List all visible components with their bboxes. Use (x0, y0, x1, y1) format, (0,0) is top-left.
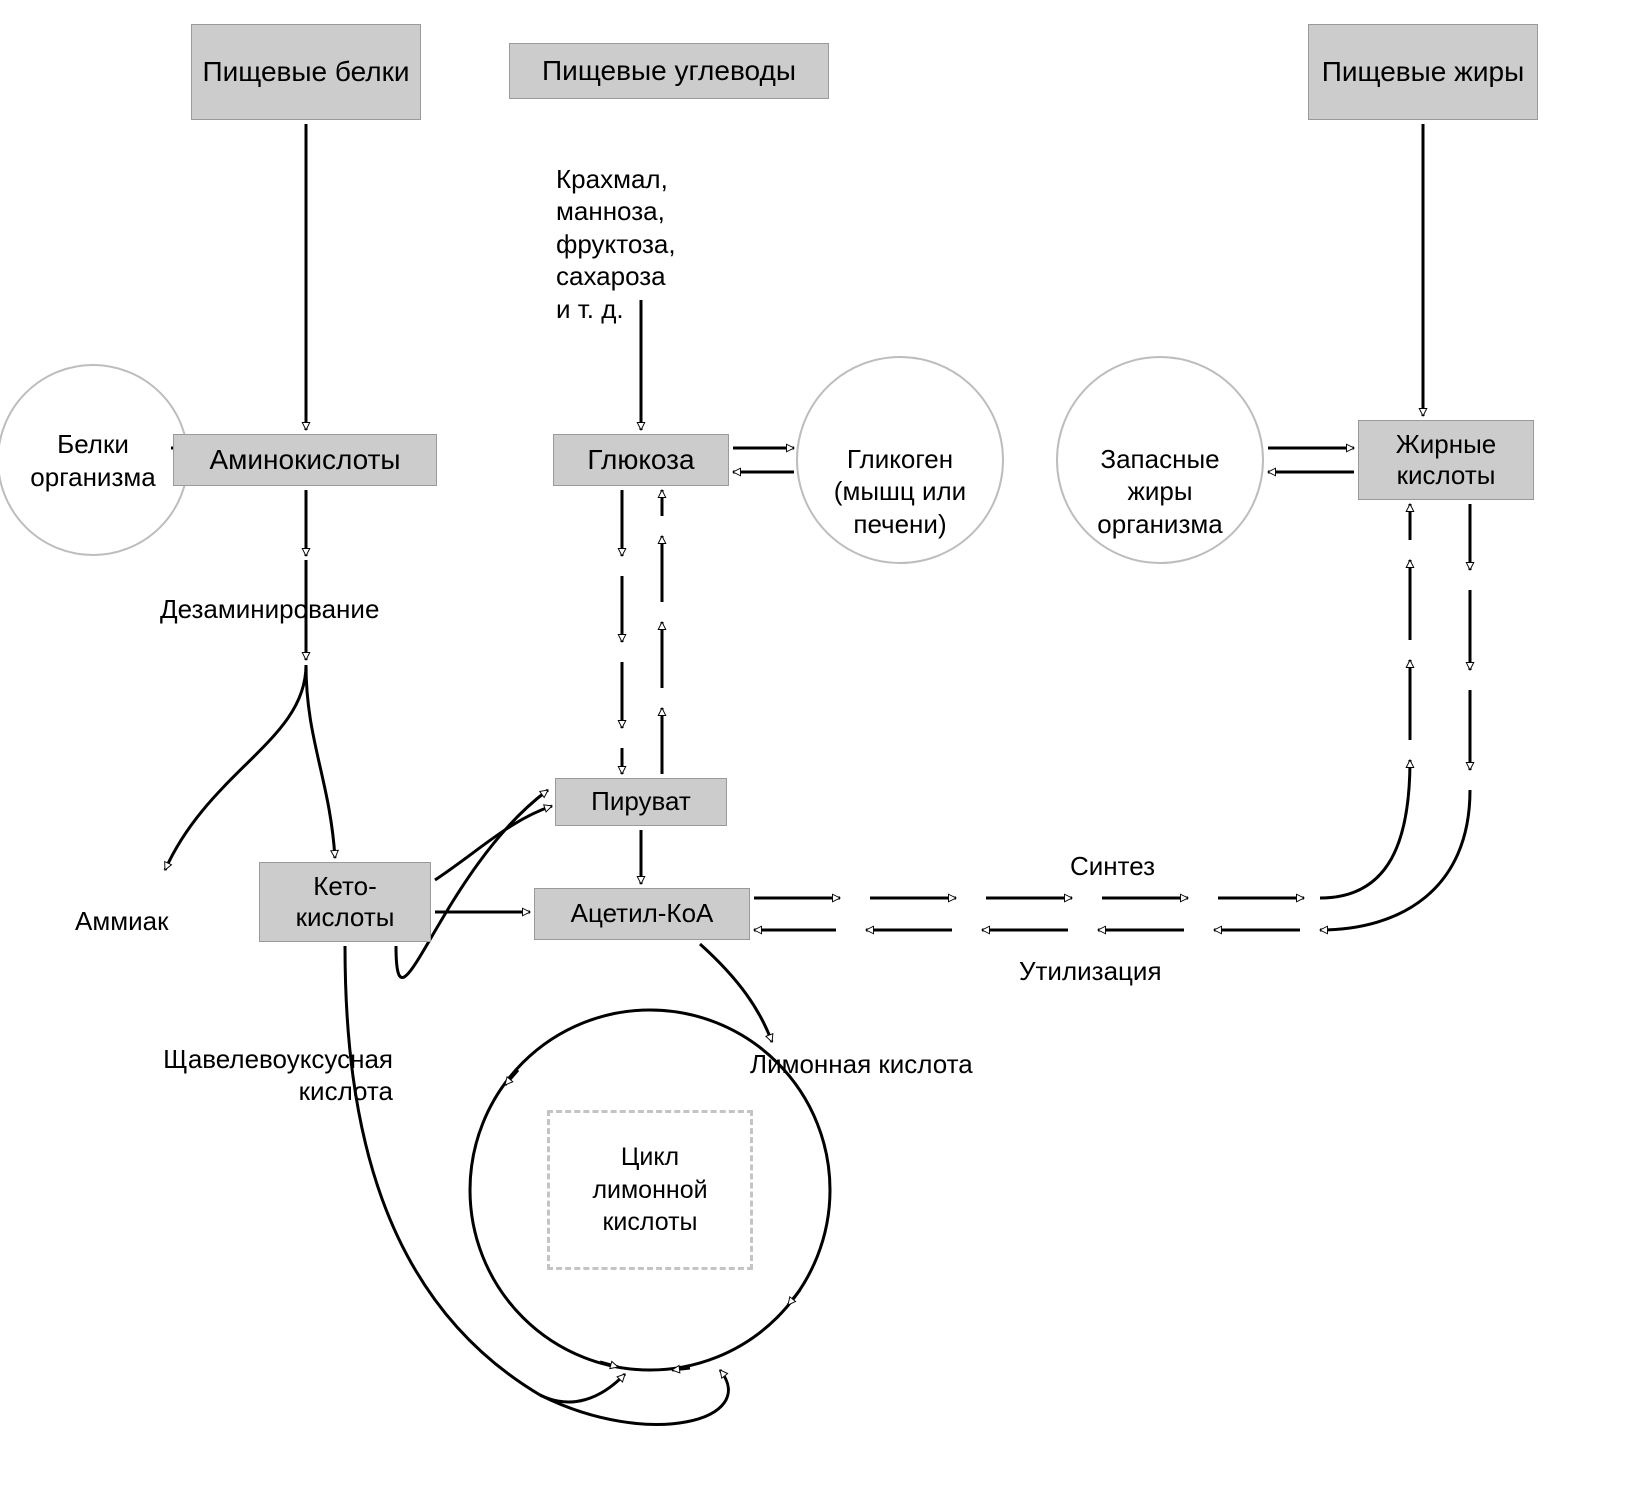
box-glucose: Глюкоза (553, 434, 729, 486)
box-dietary-proteins: Пищевые белки (191, 24, 421, 120)
circle-body-proteins-label: Белки организма (8, 428, 178, 493)
box-pyruvate: Пируват (555, 778, 727, 826)
label: Аминокислоты (209, 443, 400, 477)
label-deamination: Дезаминирование (160, 593, 379, 626)
label-starch-list: Крахмал, манноза, фруктоза, сахароза и т… (556, 130, 676, 325)
label: Ацетил-КоА (571, 898, 714, 929)
label: Глюкоза (587, 443, 694, 477)
label: Цикл лимонной кислоты (592, 1141, 707, 1239)
label-oxaloacetic: Щавелевоуксусная кислота (133, 1010, 393, 1108)
label-citric-acid: Лимонная кислота (750, 1048, 973, 1081)
label-utilization: Утилизация (1019, 955, 1162, 988)
box-fatty-acids: Жирные кислоты (1358, 420, 1534, 500)
box-dietary-carbs: Пищевые углеводы (509, 43, 829, 99)
box-acetyl-coa: Ацетил-КоА (534, 888, 750, 940)
edge-layer (0, 0, 1638, 1502)
label: Пищевые углеводы (542, 54, 796, 88)
cycle-label-box: Цикл лимонной кислоты (547, 1110, 753, 1270)
label-synthesis: Синтез (1070, 850, 1155, 883)
box-dietary-fats: Пищевые жиры (1308, 24, 1538, 120)
label: Кето- кислоты (296, 871, 395, 933)
metabolism-flowchart: Пищевые белки Пищевые углеводы Пищевые ж… (0, 0, 1638, 1502)
label: Пищевые белки (202, 55, 409, 89)
circle-body-fats-label: Запасные жиры организма (1064, 410, 1256, 540)
label: Пищевые жиры (1322, 55, 1524, 89)
label: Пируват (591, 786, 691, 817)
circle-glycogen-label: Гликоген (мышц или печени) (808, 410, 992, 540)
box-keto-acids: Кето- кислоты (259, 862, 431, 942)
label-ammonia: Аммиак (75, 905, 168, 938)
box-amino-acids: Аминокислоты (173, 434, 437, 486)
label: Жирные кислоты (1367, 429, 1525, 491)
